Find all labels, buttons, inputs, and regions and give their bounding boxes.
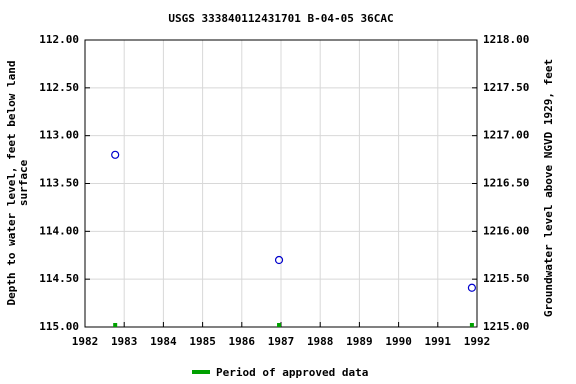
x-tick-label: 1982	[72, 335, 99, 348]
x-tick-label: 1986	[229, 335, 256, 348]
x-tick-label: 1984	[150, 335, 177, 348]
y-tick-label: 113.50	[39, 177, 79, 190]
y-tick-label: 114.50	[39, 272, 79, 285]
y2-tick-label: 1216.00	[483, 224, 529, 237]
approved-period	[277, 323, 282, 327]
y2-tick-label: 1215.50	[483, 272, 529, 285]
approved-period	[113, 323, 118, 327]
data-point	[111, 150, 120, 159]
x-tick-label: 1990	[385, 335, 412, 348]
y2-tick-label: 1216.50	[483, 177, 529, 190]
y2-tick-label: 1217.50	[483, 81, 529, 94]
y2-tick-label: 1218.00	[483, 33, 529, 46]
y-tick-label: 114.00	[39, 224, 79, 237]
chart-title: USGS 333840112431701 B-04-05 36CAC	[168, 12, 393, 25]
x-tick-label: 1983	[111, 335, 138, 348]
x-tick-label: 1992	[464, 335, 491, 348]
legend-label: Period of approved data	[216, 366, 368, 379]
x-tick-label: 1989	[346, 335, 373, 348]
y2-tick-label: 1217.00	[483, 129, 529, 142]
y2-axis-label: Groundwater level above NGVD 1929, feet	[542, 59, 555, 317]
y2-tick-label: 1215.00	[483, 320, 529, 333]
data-point	[274, 255, 284, 265]
y-tick-label: 113.00	[39, 129, 79, 142]
x-tick-label: 1988	[307, 335, 334, 348]
x-tick-label: 1987	[268, 335, 295, 348]
approved-period	[469, 323, 474, 327]
y-tick-label: 115.00	[39, 320, 79, 333]
y-axis-label: surface	[17, 159, 30, 206]
x-tick-label: 1985	[189, 335, 216, 348]
data-point	[467, 283, 477, 292]
y-tick-label: 112.50	[39, 81, 79, 94]
y-tick-label: 112.00	[39, 33, 79, 46]
x-tick-label: 1991	[425, 335, 452, 348]
y-axis-label: Depth to water level, feet below land	[5, 60, 18, 305]
